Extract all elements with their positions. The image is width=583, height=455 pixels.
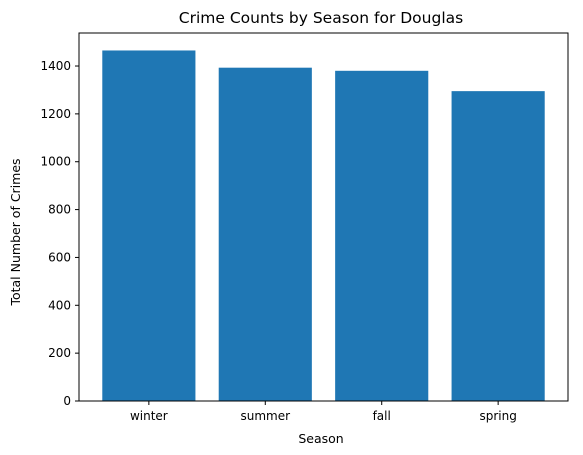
y-tick-label: 800 bbox=[48, 203, 71, 217]
bars-group bbox=[102, 50, 545, 402]
y-tick-label: 1200 bbox=[40, 107, 71, 121]
chart-title: Crime Counts by Season for Douglas bbox=[179, 9, 463, 27]
y-tick-label: 400 bbox=[48, 298, 71, 312]
x-tick-label: fall bbox=[373, 409, 391, 423]
x-tick-label: summer bbox=[241, 409, 291, 423]
y-axis-ticks: 0 200 400 600 800 1000 1200 1400 bbox=[40, 59, 79, 408]
x-axis-ticks: winter summer fall spring bbox=[130, 401, 517, 423]
y-tick-label: 200 bbox=[48, 346, 71, 360]
y-axis-label: Total Number of Crimes bbox=[8, 158, 23, 306]
x-tick-label: winter bbox=[130, 409, 168, 423]
x-tick-label: spring bbox=[479, 409, 516, 423]
y-tick-label: 0 bbox=[63, 394, 71, 408]
y-tick-label: 1000 bbox=[40, 155, 71, 169]
bar-fall bbox=[335, 70, 429, 402]
bar-summer bbox=[218, 67, 312, 401]
y-tick-label: 600 bbox=[48, 250, 71, 264]
bar-spring bbox=[451, 91, 545, 401]
x-axis-label: Season bbox=[298, 431, 343, 446]
bar-winter bbox=[102, 50, 196, 401]
axes-frame bbox=[78, 32, 569, 402]
y-tick-label: 1400 bbox=[40, 59, 71, 73]
